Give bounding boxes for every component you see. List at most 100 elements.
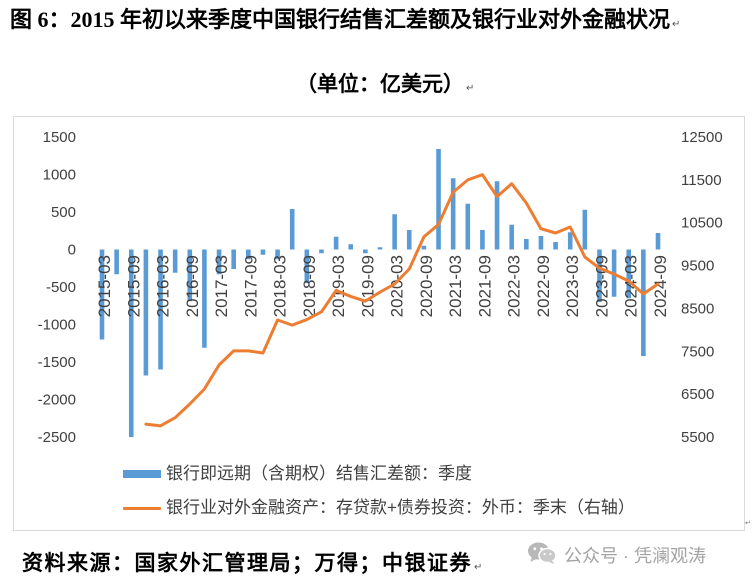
figure-title: 图 6：2015 年初以来季度中国银行结售汇差额及银行业对外金融状况 ↵ — [10, 5, 751, 37]
bar — [626, 249, 632, 299]
bar — [231, 249, 236, 269]
bar — [260, 249, 266, 255]
bar-series-fx-settlement-balance — [99, 149, 661, 437]
x-axis-tick-label: 2022-03 — [505, 255, 524, 317]
line-series-foreign-financial-assets — [144, 173, 660, 428]
bar — [333, 236, 339, 250]
watermark: 公众号 · 凭澜观涛 — [527, 542, 749, 568]
x-axis-tick-label: 2017-09 — [241, 255, 260, 317]
bar — [304, 249, 310, 284]
right-axis-tick-label: 10500 — [681, 215, 723, 232]
left-axis-tick-label: -1000 — [38, 317, 76, 334]
bar — [553, 242, 558, 250]
bar — [377, 247, 383, 250]
bar — [406, 230, 412, 250]
x-axis-tick-label: 2016-09 — [183, 255, 202, 317]
x-axis-tick-label: 2018-03 — [271, 255, 290, 317]
wechat-icon — [527, 542, 557, 568]
right-axis-tick-label: 11500 — [681, 172, 722, 189]
combo-chart: 2015-03 2015-09 2016-03 2016-09 2017-03 2017-… — [38, 129, 723, 446]
source-note-text: 资料来源：国家外汇管理局；万得；中银证券 — [22, 551, 472, 575]
bar — [128, 249, 134, 437]
bar — [567, 232, 573, 250]
bar — [114, 249, 119, 275]
x-axis-tick-label: 2024-03 — [622, 255, 641, 317]
legend-bar-swatch — [123, 470, 161, 478]
x-axis-tick-label: 2018-09 — [300, 255, 319, 317]
bar — [597, 249, 602, 302]
bar — [465, 203, 471, 250]
x-axis-tick-label: 2021-09 — [475, 255, 494, 317]
chart-frame: 2015-03 2015-09 2016-03 2016-09 2017-03 2017-… — [13, 116, 745, 531]
bar — [275, 249, 280, 260]
paragraph-mark: ↵ — [745, 519, 751, 527]
x-axis-tick-label: 2022-09 — [534, 255, 553, 317]
paragraph-mark: ↵ — [466, 83, 475, 94]
bar — [289, 209, 295, 250]
left-axis-tick-labels: 1500 1000 500 0 -500 -1000 -1500 -2000 -2500 — [38, 129, 76, 446]
right-axis-tick-label: 6500 — [681, 386, 714, 403]
unit-note-text: （单位：亿美元） — [296, 72, 464, 96]
source-note: 资料来源：国家外汇管理局；万得；中银证券 ↵ — [22, 549, 484, 577]
left-axis-tick-label: 500 — [51, 204, 76, 221]
x-axis-tick-label: 2021-03 — [446, 255, 465, 317]
x-axis-tick-labels: 2015-03 2015-09 2016-03 2016-09 2017-03 2017-… — [95, 255, 670, 317]
figure-title-text: 图 6：2015 年初以来季度中国银行结售汇差额及银行业对外金融状况 — [10, 7, 671, 32]
left-axis-tick-label: -2500 — [38, 429, 76, 446]
left-axis-tick-label: -2000 — [38, 392, 76, 409]
unit-note: （单位：亿美元） ↵ — [296, 70, 474, 98]
bar — [348, 244, 354, 250]
x-axis-tick-label: 2019-03 — [329, 255, 348, 317]
legend-item-line-series: 银行业对外金融资产：存贷款+债券投资：外币：季末（右轴） — [123, 497, 635, 519]
left-axis-tick-label: 1500 — [43, 129, 76, 146]
bar — [143, 249, 149, 376]
bar — [480, 230, 485, 250]
x-axis-tick-label: 2017-03 — [212, 255, 231, 317]
bar — [641, 249, 646, 356]
paragraph-mark: ↵ — [474, 562, 484, 573]
right-axis-tick-label: 9500 — [681, 258, 714, 275]
x-axis-tick-label: 2020-09 — [417, 255, 436, 317]
bar — [246, 249, 251, 260]
legend-label-line-series: 银行业对外金融资产：存贷款+债券投资：外币：季末（右轴） — [166, 498, 635, 517]
bar — [202, 249, 207, 348]
bar — [392, 214, 397, 250]
bar — [436, 149, 441, 250]
bar — [99, 249, 105, 340]
bar — [538, 236, 544, 250]
x-axis-tick-label: 2024-09 — [651, 255, 670, 317]
legend-label-bar-series: 银行即远期（含期权）结售汇差额：季度 — [166, 464, 472, 483]
right-axis-tick-label: 5500 — [681, 429, 714, 446]
bar — [582, 209, 588, 250]
bar — [363, 249, 368, 254]
left-axis-tick-label: 1000 — [43, 167, 76, 184]
x-axis-tick-label: 2019-09 — [358, 255, 377, 317]
legend-item-bar-series: 银行即远期（含期权）结售汇差额：季度 — [123, 463, 472, 485]
paragraph-mark: ↵ — [672, 19, 681, 30]
bar — [509, 224, 514, 250]
bar — [494, 181, 500, 250]
watermark-text: 公众号 · 凭澜观涛 — [564, 546, 706, 566]
x-axis-tick-label: 2023-03 — [563, 255, 582, 317]
x-axis-tick-label: 2020-03 — [388, 255, 407, 317]
right-axis-tick-labels: 12500 11500 10500 9500 8500 7500 6500 5500 — [681, 129, 723, 446]
x-axis-tick-label: 2016-03 — [154, 255, 173, 317]
bar — [216, 249, 222, 275]
bar — [158, 249, 163, 370]
right-axis-tick-label: 7500 — [681, 343, 714, 360]
right-axis-tick-label: 12500 — [681, 129, 723, 146]
left-axis-tick-label: -1500 — [38, 354, 76, 371]
bar — [319, 249, 324, 254]
bar — [450, 178, 456, 250]
bar — [187, 249, 193, 302]
bar — [421, 245, 427, 250]
bar — [655, 233, 661, 250]
x-axis-tick-label: 2015-03 — [95, 255, 114, 317]
bar — [172, 249, 178, 273]
bar — [524, 239, 529, 250]
x-axis-tick-label: 2015-09 — [124, 255, 143, 317]
legend-line-swatch — [123, 506, 161, 510]
left-axis-tick-label: 0 — [68, 242, 76, 259]
left-axis-tick-label: -500 — [46, 279, 76, 296]
